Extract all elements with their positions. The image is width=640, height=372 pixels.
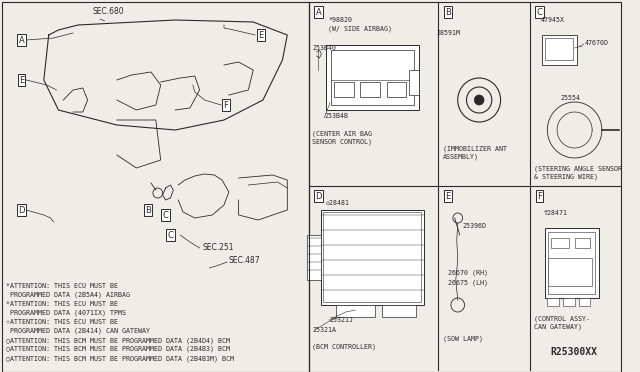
Text: E: E: [445, 192, 451, 201]
Text: *ATTENTION: THIS ECU MUST BE: *ATTENTION: THIS ECU MUST BE: [6, 283, 118, 289]
Text: *98820: *98820: [328, 17, 352, 23]
Text: E: E: [19, 76, 24, 84]
Text: (W/ SIDE AIRBAG): (W/ SIDE AIRBAG): [328, 25, 392, 32]
Text: (SOW LAMP): (SOW LAMP): [443, 335, 483, 341]
Bar: [326, 45, 419, 110]
Bar: [382, 305, 416, 317]
Text: (CONTROL ASSY-
CAN GATEWAY): (CONTROL ASSY- CAN GATEWAY): [534, 315, 589, 330]
Text: 28591M: 28591M: [436, 30, 460, 36]
Text: (IMMOBILIZER ANT
ASSEMBLY): (IMMOBILIZER ANT ASSEMBLY): [443, 145, 507, 160]
Text: E: E: [259, 31, 264, 39]
Text: SEC.487: SEC.487: [229, 256, 260, 265]
Text: ○ATTENTION: THIS BCM MUST BE PROGRAMMED DATA (2B4B3M) BCM: ○ATTENTION: THIS BCM MUST BE PROGRAMMED …: [6, 355, 234, 362]
Text: PROGRAMMED DATA (2B5A4) AIRBAG: PROGRAMMED DATA (2B5A4) AIRBAG: [6, 292, 130, 298]
Text: A: A: [19, 35, 24, 45]
Bar: [579, 298, 590, 306]
Text: F: F: [223, 100, 228, 109]
Text: 47945X: 47945X: [541, 17, 564, 23]
Bar: [575, 238, 590, 248]
Bar: [308, 2, 621, 372]
Text: ◇28481: ◇28481: [326, 200, 350, 206]
Text: 25396D: 25396D: [463, 223, 486, 229]
Text: ☦28471: ☦28471: [543, 210, 568, 216]
Text: B: B: [445, 7, 451, 16]
Text: 25321J: 25321J: [329, 317, 353, 323]
Text: 253B40: 253B40: [312, 45, 337, 51]
Circle shape: [474, 95, 484, 105]
Text: 253B4B: 253B4B: [324, 113, 348, 119]
Text: *ATTENTION: THIS ECU MUST BE: *ATTENTION: THIS ECU MUST BE: [6, 301, 118, 307]
Text: C: C: [536, 7, 543, 16]
Bar: [387, 82, 406, 97]
Text: 47670D: 47670D: [584, 40, 609, 46]
Text: ○ATTENTION: THIS BCM MUST BE PROGRAMMED DATA (2B4B3) BCM: ○ATTENTION: THIS BCM MUST BE PROGRAMMED …: [6, 346, 230, 353]
Text: SEC.680: SEC.680: [93, 7, 124, 16]
Text: D: D: [316, 192, 322, 201]
Text: D: D: [18, 205, 25, 215]
Bar: [551, 238, 569, 248]
Text: F: F: [537, 192, 542, 201]
Text: (CENTER AIR BAG
SENSOR CONTROL): (CENTER AIR BAG SENSOR CONTROL): [312, 130, 372, 145]
Text: ☆ATTENTION: THIS ECU MUST BE: ☆ATTENTION: THIS ECU MUST BE: [6, 319, 118, 325]
Text: PROGRAMMED DATA (4071IX) TPMS: PROGRAMMED DATA (4071IX) TPMS: [6, 310, 126, 317]
Text: 26670 (RH): 26670 (RH): [448, 270, 488, 276]
Text: SEC.251: SEC.251: [203, 243, 234, 252]
Text: C: C: [163, 211, 168, 219]
Bar: [360, 82, 380, 97]
Bar: [2, 2, 308, 372]
Bar: [323, 212, 420, 302]
Text: B: B: [145, 205, 151, 215]
Text: (STEERING ANGLE SENSOR
& STEERING WIRE): (STEERING ANGLE SENSOR & STEERING WIRE): [534, 165, 621, 180]
Text: 25321A: 25321A: [312, 327, 337, 333]
Bar: [543, 35, 577, 65]
Text: PROGRAMMED DATA (2B414) CAN GATEWAY: PROGRAMMED DATA (2B414) CAN GATEWAY: [6, 328, 150, 334]
Text: R25300XX: R25300XX: [550, 347, 597, 357]
Bar: [331, 50, 414, 105]
Bar: [409, 70, 419, 95]
Text: A: A: [316, 7, 321, 16]
Bar: [547, 298, 559, 306]
Bar: [307, 235, 321, 280]
Text: C: C: [168, 231, 173, 240]
Text: 26675 (LH): 26675 (LH): [448, 279, 488, 285]
Text: 25554: 25554: [560, 95, 580, 101]
Text: (BCM CONTROLLER): (BCM CONTROLLER): [312, 343, 376, 350]
Bar: [545, 228, 599, 298]
Bar: [336, 305, 375, 317]
Bar: [563, 298, 575, 306]
Bar: [548, 232, 595, 294]
Bar: [321, 210, 424, 305]
Text: ○ATTENTION: THIS BCM MUST BE PROGRAMMED DATA (2B4D4) BCM: ○ATTENTION: THIS BCM MUST BE PROGRAMMED …: [6, 337, 230, 343]
Bar: [545, 38, 573, 60]
Bar: [334, 82, 353, 97]
Bar: [548, 258, 592, 286]
